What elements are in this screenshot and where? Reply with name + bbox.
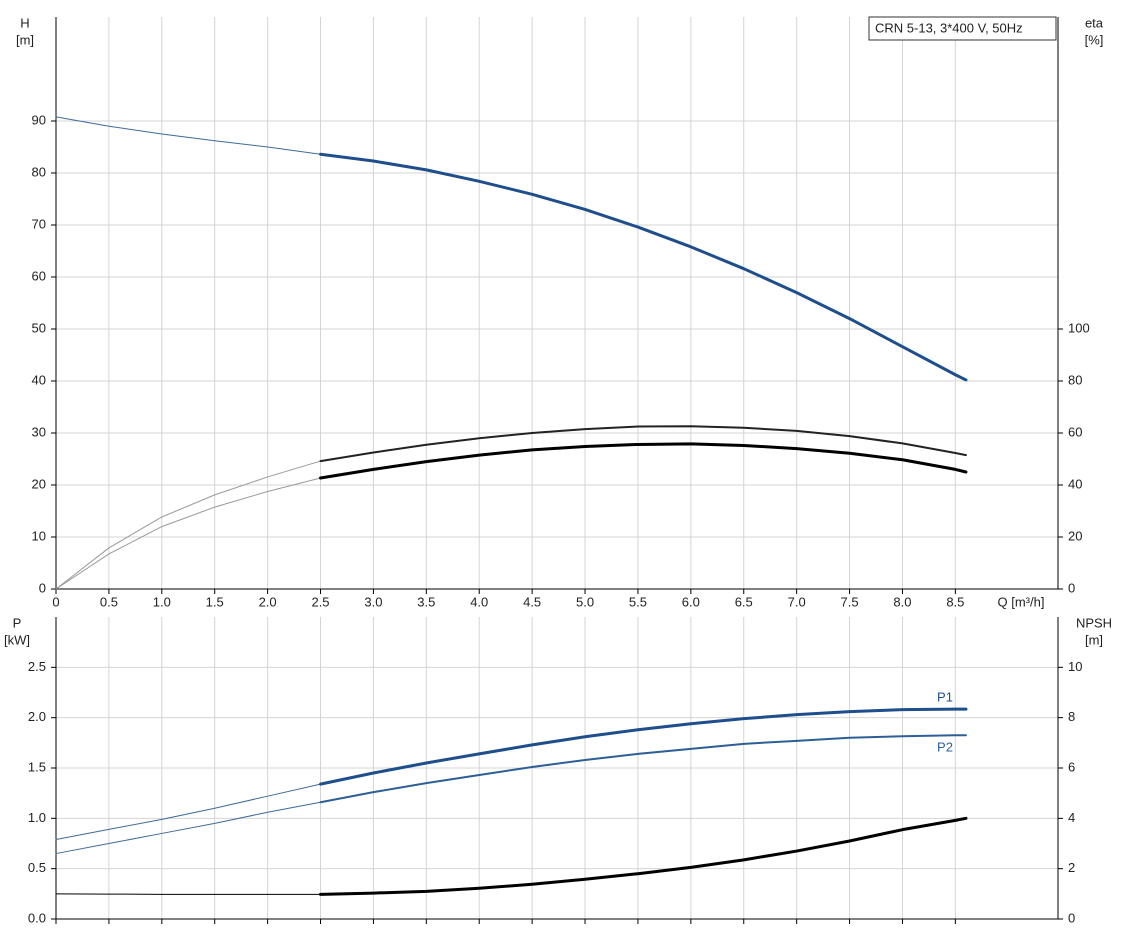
y-tick-label: 1.5 [28, 759, 46, 774]
y-tick-label: 20 [32, 476, 46, 491]
series-label: P1 [937, 690, 953, 705]
x-tick-label: 7.0 [788, 594, 806, 609]
y2-axis-label: eta [1085, 15, 1104, 30]
x-tick-label: 7.5 [841, 594, 859, 609]
x-tick-label: 0 [52, 594, 59, 609]
y-axis-unit: [m] [16, 32, 34, 47]
x-tick-label: 1.5 [206, 594, 224, 609]
x-tick-label: 5.5 [629, 594, 647, 609]
y-tick-label: 1.0 [28, 810, 46, 825]
y2-tick-label: 2 [1068, 860, 1075, 875]
y-tick-label: 30 [32, 424, 46, 439]
y2-tick-label: 0 [1068, 580, 1075, 595]
x-tick-label: 1.0 [153, 594, 171, 609]
annotation: CRN 5-13, 3*400 V, 50Hz [875, 20, 1023, 35]
x-tick-label: 2.5 [311, 594, 329, 609]
x-tick-label: 8.5 [946, 594, 964, 609]
y2-tick-label: 40 [1068, 476, 1082, 491]
y2-tick-label: 6 [1068, 759, 1075, 774]
x-tick-label: 0.5 [100, 594, 118, 609]
y-tick-label: 0.0 [28, 910, 46, 925]
y-tick-label: 0.5 [28, 860, 46, 875]
x-tick-label: 6.0 [682, 594, 700, 609]
curve [319, 425, 967, 463]
y-tick-label: 0 [39, 580, 46, 595]
x-tick-label: 3.0 [364, 594, 382, 609]
curve [319, 442, 968, 480]
y-tick-label: 2.0 [28, 709, 46, 724]
y2-tick-label: 0 [1068, 910, 1075, 925]
y-tick-label: 60 [32, 268, 46, 283]
y-tick-label: 90 [32, 112, 46, 127]
curve [55, 477, 322, 590]
curve [319, 816, 968, 896]
y2-axis-label: NPSH [1076, 615, 1112, 630]
curve [55, 460, 322, 590]
x-tick-label: 2.0 [259, 594, 277, 609]
curve [55, 801, 322, 855]
y2-tick-label: 60 [1068, 424, 1082, 439]
x-tick-label: 4.5 [523, 594, 541, 609]
y2-tick-label: 20 [1068, 528, 1082, 543]
x-axis-label: Q [m³/h] [998, 594, 1045, 609]
x-tick-label: 8.0 [893, 594, 911, 609]
y2-tick-label: 80 [1068, 372, 1082, 387]
y-tick-label: 70 [32, 216, 46, 231]
curve [319, 734, 967, 804]
curve [55, 116, 322, 155]
curve [55, 893, 322, 895]
x-tick-label: 4.0 [470, 594, 488, 609]
y-axis-unit: [kW] [4, 632, 30, 647]
x-tick-label: 5.0 [576, 594, 594, 609]
y-axis-label: P [13, 615, 22, 630]
y-tick-label: 2.5 [28, 659, 46, 674]
y-tick-label: 40 [32, 372, 46, 387]
curve [55, 783, 322, 840]
y2-tick-label: 4 [1068, 810, 1075, 825]
annotation-box [868, 16, 1057, 41]
curve [319, 707, 968, 786]
y-tick-label: 10 [32, 528, 46, 543]
y-axis-label: H [20, 15, 29, 30]
y2-axis-unit: [%] [1085, 32, 1104, 47]
x-tick-label: 6.5 [735, 594, 753, 609]
y2-tick-label: 100 [1068, 320, 1090, 335]
y2-tick-label: 8 [1068, 709, 1075, 724]
y-tick-label: 50 [32, 320, 46, 335]
x-tick-label: 3.5 [417, 594, 435, 609]
curve [319, 152, 968, 382]
y-tick-label: 80 [32, 164, 46, 179]
y2-axis-unit: [m] [1085, 632, 1103, 647]
series-label: P2 [937, 740, 953, 755]
y2-tick-label: 10 [1068, 659, 1082, 674]
